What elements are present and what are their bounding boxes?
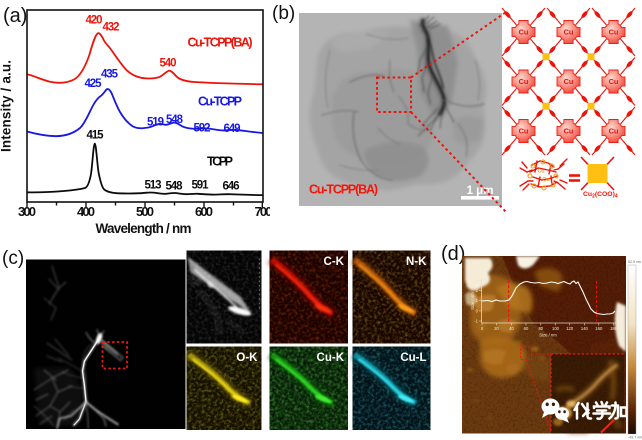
svg-text:3: 3 bbox=[476, 278, 479, 283]
svg-text:C-K: C-K bbox=[324, 256, 345, 268]
svg-text:500: 500 bbox=[136, 204, 154, 219]
svg-text:40: 40 bbox=[509, 326, 514, 331]
svg-text:Cu-TCPP(BA): Cu-TCPP(BA) bbox=[309, 183, 378, 197]
svg-text:646: 646 bbox=[223, 181, 240, 193]
svg-text:160: 160 bbox=[595, 326, 603, 331]
svg-text:432: 432 bbox=[103, 22, 120, 34]
svg-text:Cu-TCPP: Cu-TCPP bbox=[198, 95, 242, 109]
svg-text:1: 1 bbox=[476, 298, 479, 303]
svg-text:-49.7 nm: -49.7 nm bbox=[628, 436, 642, 440]
svg-text:600: 600 bbox=[195, 204, 213, 219]
svg-text:649: 649 bbox=[224, 123, 241, 135]
svg-text:N-K: N-K bbox=[406, 256, 427, 268]
svg-text:519: 519 bbox=[147, 117, 164, 129]
svg-text:548: 548 bbox=[166, 181, 184, 193]
svg-text:2: 2 bbox=[476, 288, 479, 293]
svg-text:Cu-TCPP(BA): Cu-TCPP(BA) bbox=[188, 36, 253, 50]
svg-text:300: 300 bbox=[18, 204, 36, 219]
svg-text:-1: -1 bbox=[474, 319, 478, 324]
svg-text:80: 80 bbox=[538, 326, 543, 331]
svg-text:425: 425 bbox=[85, 78, 103, 90]
svg-text:Cu2(COO)4: Cu2(COO)4 bbox=[583, 191, 618, 200]
svg-text:548: 548 bbox=[166, 114, 184, 126]
svg-text:(c): (c) bbox=[2, 248, 24, 269]
svg-text:52.9 nm: 52.9 nm bbox=[628, 260, 641, 264]
svg-text:513: 513 bbox=[145, 180, 162, 192]
svg-text:(a): (a) bbox=[3, 5, 27, 27]
svg-text:100: 100 bbox=[552, 326, 560, 331]
svg-text:0: 0 bbox=[481, 326, 484, 331]
svg-text:Intensity / a.u.: Intensity / a.u. bbox=[0, 60, 14, 152]
svg-text:Size / nm: Size / nm bbox=[470, 292, 475, 310]
svg-text:0: 0 bbox=[476, 308, 479, 313]
svg-text:60: 60 bbox=[524, 326, 529, 331]
svg-text:540: 540 bbox=[160, 58, 177, 70]
svg-text:Cu-L: Cu-L bbox=[400, 352, 426, 364]
svg-text:180: 180 bbox=[610, 326, 618, 331]
svg-text:O-K: O-K bbox=[236, 352, 258, 364]
svg-text:591: 591 bbox=[192, 180, 210, 192]
svg-text:420: 420 bbox=[86, 15, 103, 27]
svg-text:400: 400 bbox=[77, 204, 95, 219]
svg-text:700: 700 bbox=[255, 204, 271, 219]
svg-text:(b): (b) bbox=[272, 3, 295, 24]
svg-text:592: 592 bbox=[194, 123, 211, 135]
svg-text:1 μm: 1 μm bbox=[467, 185, 494, 197]
svg-text:140: 140 bbox=[581, 326, 589, 331]
svg-text:435: 435 bbox=[101, 69, 119, 81]
svg-text:20: 20 bbox=[494, 326, 499, 331]
svg-text:Cu-K: Cu-K bbox=[317, 352, 345, 364]
svg-text:(d): (d) bbox=[441, 243, 465, 265]
svg-text:Cu: Cu bbox=[542, 177, 549, 183]
svg-text:Cu: Cu bbox=[537, 169, 544, 175]
svg-text:Wavelength / nm: Wavelength / nm bbox=[96, 221, 192, 236]
svg-text:Size / nm: Size / nm bbox=[539, 333, 557, 338]
svg-text:TCPP: TCPP bbox=[207, 155, 233, 169]
svg-text:415: 415 bbox=[87, 130, 105, 142]
svg-text:120: 120 bbox=[566, 326, 574, 331]
